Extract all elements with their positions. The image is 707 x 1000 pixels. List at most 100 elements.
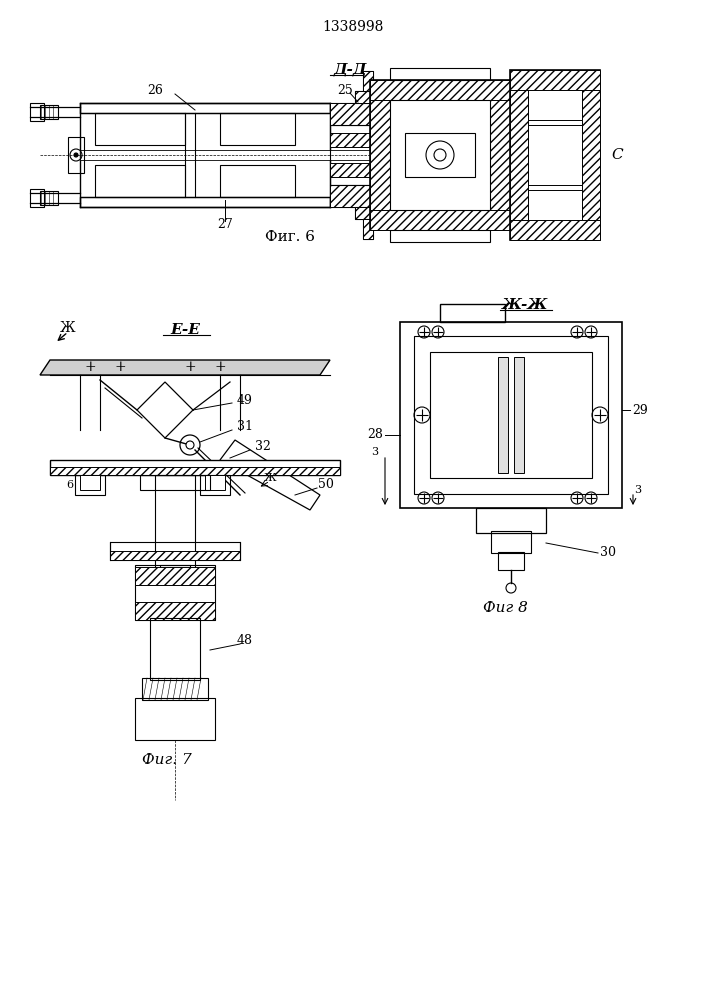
Text: C: C bbox=[611, 148, 623, 162]
Text: Фиг. 6: Фиг. 6 bbox=[265, 230, 315, 244]
Bar bbox=[40, 105, 58, 119]
Bar bbox=[370, 80, 510, 230]
Bar bbox=[363, 219, 373, 239]
Bar bbox=[363, 219, 373, 239]
Polygon shape bbox=[137, 382, 193, 438]
Text: Ж: Ж bbox=[60, 321, 76, 335]
Text: +: + bbox=[84, 360, 96, 374]
Bar bbox=[142, 678, 208, 700]
Bar bbox=[140, 475, 210, 490]
Bar bbox=[355, 91, 380, 103]
Bar bbox=[400, 322, 622, 508]
Text: 6: 6 bbox=[66, 480, 73, 490]
Bar bbox=[220, 113, 295, 145]
Bar bbox=[220, 165, 295, 197]
Bar bbox=[160, 565, 190, 580]
Text: Фиг 8: Фиг 8 bbox=[483, 601, 527, 615]
Text: 25: 25 bbox=[337, 84, 353, 97]
Bar bbox=[110, 551, 240, 560]
Bar bbox=[80, 103, 330, 113]
Bar bbox=[330, 125, 370, 185]
Bar bbox=[330, 103, 370, 125]
Bar bbox=[200, 475, 230, 495]
Polygon shape bbox=[40, 360, 330, 375]
Text: 48: 48 bbox=[237, 634, 253, 647]
Bar bbox=[510, 90, 528, 220]
Text: 29: 29 bbox=[632, 403, 648, 416]
Bar bbox=[95, 113, 185, 145]
Bar bbox=[370, 210, 510, 230]
Text: Фиг. 7: Фиг. 7 bbox=[142, 753, 192, 767]
Text: E-E: E-E bbox=[170, 323, 200, 337]
Bar bbox=[80, 475, 100, 490]
Bar bbox=[355, 91, 380, 103]
Bar bbox=[476, 508, 546, 533]
Bar bbox=[135, 567, 215, 585]
Bar bbox=[80, 150, 410, 160]
Text: 3: 3 bbox=[634, 485, 641, 495]
Bar bbox=[510, 220, 600, 240]
Text: 28: 28 bbox=[367, 428, 383, 442]
Bar bbox=[514, 357, 524, 473]
Bar bbox=[498, 552, 524, 570]
Text: +: + bbox=[185, 360, 196, 374]
Text: 1338998: 1338998 bbox=[322, 20, 384, 34]
Bar bbox=[510, 70, 600, 240]
Bar bbox=[363, 71, 373, 91]
Circle shape bbox=[186, 441, 194, 449]
Bar bbox=[50, 467, 340, 475]
Bar bbox=[330, 185, 370, 207]
Polygon shape bbox=[220, 440, 320, 510]
Text: 26: 26 bbox=[147, 84, 163, 97]
Bar bbox=[95, 165, 185, 197]
Bar bbox=[68, 137, 84, 173]
Text: 30: 30 bbox=[600, 546, 616, 560]
Text: 3: 3 bbox=[371, 447, 378, 457]
Text: Ж: Ж bbox=[264, 473, 276, 483]
Text: +: + bbox=[214, 360, 226, 374]
Bar bbox=[498, 357, 508, 473]
Bar bbox=[390, 100, 490, 210]
Bar bbox=[135, 698, 215, 740]
Text: 27: 27 bbox=[217, 219, 233, 232]
Bar bbox=[155, 475, 195, 570]
Bar bbox=[405, 133, 475, 177]
Bar bbox=[528, 125, 582, 185]
Bar bbox=[80, 197, 330, 207]
Bar bbox=[582, 90, 600, 220]
Bar bbox=[75, 475, 105, 495]
Bar bbox=[355, 207, 380, 219]
Bar bbox=[30, 103, 44, 121]
Bar bbox=[490, 100, 510, 210]
Text: Д-Д: Д-Д bbox=[333, 63, 367, 77]
Bar bbox=[440, 304, 505, 322]
Bar bbox=[510, 70, 600, 90]
Bar bbox=[370, 80, 510, 100]
Bar bbox=[110, 542, 240, 560]
Bar bbox=[135, 602, 215, 620]
Bar bbox=[135, 565, 215, 620]
Bar bbox=[414, 336, 608, 494]
Text: 31: 31 bbox=[237, 420, 253, 434]
Bar bbox=[370, 100, 390, 210]
Bar bbox=[205, 475, 225, 490]
Bar bbox=[390, 68, 490, 80]
Bar bbox=[30, 189, 44, 207]
Bar bbox=[50, 460, 340, 475]
Text: 32: 32 bbox=[255, 440, 271, 454]
Bar bbox=[390, 230, 490, 242]
Bar bbox=[330, 185, 370, 207]
Bar bbox=[363, 71, 373, 91]
Circle shape bbox=[74, 153, 78, 157]
Text: Ж-Ж: Ж-Ж bbox=[502, 298, 548, 312]
Bar bbox=[491, 531, 531, 553]
Bar bbox=[150, 618, 200, 680]
Bar bbox=[330, 133, 370, 147]
Bar bbox=[330, 163, 370, 177]
Bar bbox=[430, 352, 592, 478]
Bar bbox=[40, 191, 58, 205]
Bar bbox=[528, 90, 582, 120]
Text: 49: 49 bbox=[237, 393, 253, 406]
Text: +: + bbox=[115, 360, 126, 374]
Bar bbox=[355, 207, 380, 219]
